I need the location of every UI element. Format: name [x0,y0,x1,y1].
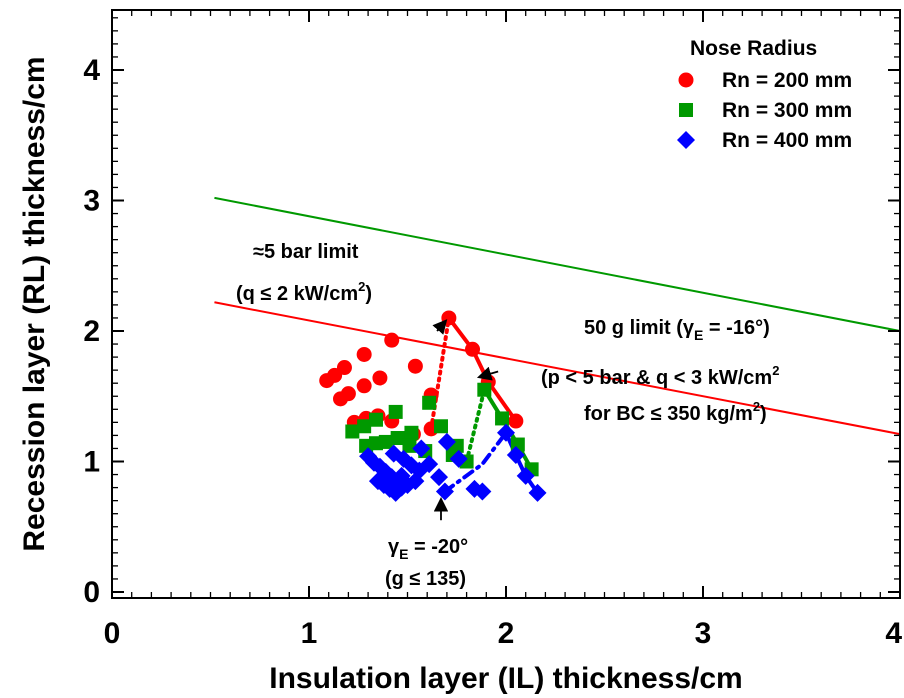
square-point [433,419,448,434]
diamond-point [430,468,449,487]
square-point [345,424,360,439]
limit-lines [214,196,901,494]
y-tick-label: 4 [83,54,100,87]
g135-label: (g ≤ 135) [385,568,466,590]
annotation-arrow [432,319,448,335]
y-tick-label: 3 [83,185,100,218]
legend: Nose Radius Rn = 200 mm Rn = 300 mm Rn = 4… [677,37,852,152]
diamond-point [516,466,535,485]
y-tick-label: 1 [83,446,100,479]
legend-entry: Rn = 200 mm [722,69,852,92]
square-point [368,412,383,427]
diamond-point [435,482,454,501]
legend-marker [677,131,695,149]
circle-point [372,370,388,386]
data-points [319,310,547,502]
limit-line [464,387,487,464]
square-point [422,395,437,410]
circle-point [356,378,372,394]
annotation-arrow [476,366,499,381]
diamond-point [449,449,468,468]
square-point [388,404,403,419]
gamma-limit-label: γE = -20° [388,536,468,562]
diamond-point [506,445,525,464]
g50-limit-bc: for BC ≤ 350 kg/m2) [584,399,767,425]
diamond-point [528,483,547,502]
square-point [378,434,393,449]
limit-line [442,430,508,494]
y-tick-label: 2 [83,315,100,348]
circle-point [508,413,524,429]
x-tick-label: 4 [885,617,902,650]
circle-point [336,360,352,376]
x-axis-label: Insulation layer (IL) thickness/cm [269,662,742,695]
y-axis-label: Recession layer (RL) thickness/cm [18,56,51,551]
diamond-point [392,466,411,485]
x-tick-label: 3 [695,617,712,650]
circle-point [384,332,400,348]
bar-limit-label: ≈5 bar limit [253,241,359,263]
diamond-point [406,472,425,491]
legend-entry: Rn = 400 mm [722,129,852,152]
circle-point [465,341,481,357]
x-tick-label: 1 [301,617,318,650]
square-point [390,431,405,446]
y-tick-label: 0 [83,576,100,609]
x-tick-label: 0 [104,617,121,650]
g50-limit-label: 50 g limit (γE = -16°) [584,317,770,343]
axis-ticks: 0 1 2 3 4 0 1 2 3 4 [83,10,902,650]
square-point [357,419,372,434]
diamond-point [437,432,456,451]
square-point [404,425,419,440]
annotations: ≈5 bar limit (q ≤ 2 kW/cm2) 50 g limit (γE… [236,241,779,590]
legend-marker [678,72,694,88]
limit-line [429,315,451,431]
square-point [477,382,492,397]
x-tick-label: 2 [498,617,515,650]
limit-line [447,316,518,423]
diamond-point [497,423,515,442]
legend-title: Nose Radius [690,37,817,60]
diamond-point [412,439,431,458]
bar-limit-condition: (q ≤ 2 kW/cm2) [236,279,372,305]
circle-point [356,346,372,362]
g50-limit-condition: (p < 5 bar & q < 3 kW/cm2 [541,363,779,389]
square-point [495,411,510,426]
limit-line [214,301,901,436]
limit-line [214,196,901,332]
diamond-point [473,482,492,501]
circle-point [407,358,423,374]
legend-entry: Rn = 300 mm [722,99,852,122]
circle-point [340,386,356,402]
square-point [402,438,417,453]
legend-marker [679,103,693,117]
diamond-point [420,455,439,474]
